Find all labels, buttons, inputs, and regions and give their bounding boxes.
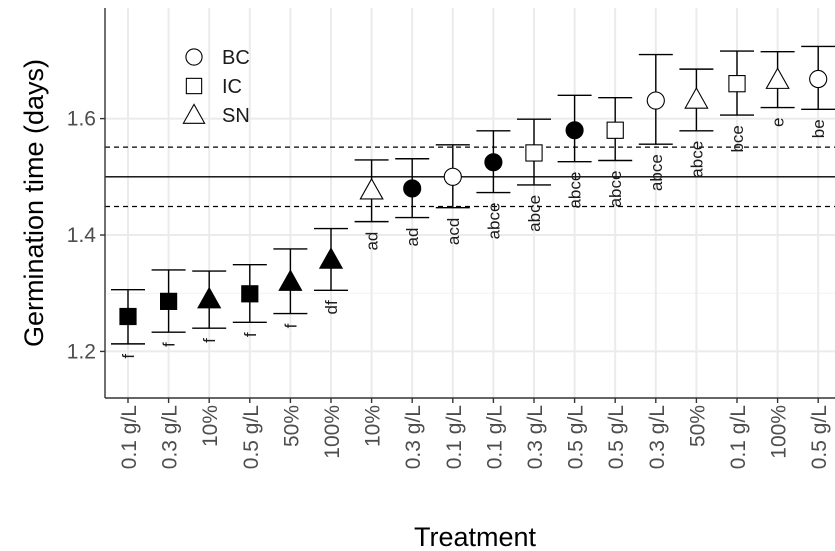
legend-label-bc: BC <box>222 47 250 69</box>
significance-letters: df <box>322 300 341 314</box>
legend-label-sn: SN <box>222 105 250 127</box>
data-point-sn <box>197 286 222 309</box>
x-tick-label: 0.3 g/L <box>524 405 547 469</box>
legend-key-ic <box>185 77 203 95</box>
x-tick-label: 0.3 g/L <box>159 405 182 469</box>
data-point-ic <box>241 285 259 303</box>
x-tick-label: 10% <box>362 405 385 447</box>
x-axis-ticks: 0.1 g/L 0.3 g/L 10% 0.5 g/L 50% 100% 10% 0.3 g/… <box>118 398 831 469</box>
x-tick-label: 0.5 g/L <box>605 405 628 469</box>
significance-letters: bce <box>728 125 747 152</box>
significance-letters: abce <box>566 172 585 209</box>
x-tick-label: 0.5 g/L <box>240 405 263 469</box>
data-point-bc <box>443 167 462 186</box>
significance-letters: abce <box>484 203 503 240</box>
y-axis-ticks: 1.2 1.4 1.6 <box>67 108 105 363</box>
x-axis-title: Treatment <box>414 522 537 551</box>
x-tick-label: 0.1 g/L <box>483 405 506 469</box>
data-point-bc <box>565 121 584 140</box>
y-tick-label: 1.2 <box>67 340 96 363</box>
data-point-sn <box>318 247 344 269</box>
x-tick-label: 10% <box>199 405 222 447</box>
data-point-ic <box>728 75 746 93</box>
x-tick-label: 50% <box>280 405 303 447</box>
significance-letters: e <box>769 118 788 127</box>
legend-key-sn <box>182 103 206 124</box>
y-axis-title: Germination time (days) <box>19 59 49 347</box>
significance-letters: abce <box>606 171 625 208</box>
y-tick-label: 1.4 <box>67 224 97 247</box>
data-point-ic <box>160 292 178 310</box>
x-tick-label: 0.1 g/L <box>443 405 466 469</box>
x-tick-label: 50% <box>686 405 709 447</box>
x-tick-label: 0.5 g/L <box>808 405 831 469</box>
significance-letters: f <box>200 338 219 343</box>
significance-letters: f <box>119 354 138 359</box>
significance-letters: ad <box>403 228 422 247</box>
significance-letters: abce <box>525 195 544 232</box>
x-tick-label: 0.1 g/L <box>118 405 141 469</box>
significance-letters: f <box>160 342 179 347</box>
x-tick-label: 0.5 g/L <box>565 405 588 469</box>
data-point-sn <box>359 177 384 200</box>
x-tick-label: 0.3 g/L <box>402 405 425 469</box>
data-point-sn <box>684 87 709 109</box>
data-point-ic <box>525 144 543 162</box>
data-points <box>119 67 828 326</box>
significance-letters: f <box>241 332 260 337</box>
data-point-bc <box>646 91 665 110</box>
data-point-bc <box>809 69 828 89</box>
data-point-sn <box>765 67 790 89</box>
significance-letters: be <box>809 119 828 138</box>
significance-letters: f <box>281 323 300 328</box>
x-tick-label: 100% <box>321 405 344 459</box>
data-point-bc <box>484 153 503 172</box>
significance-letters: ad <box>363 232 382 251</box>
data-point-ic <box>119 307 137 326</box>
data-point-bc <box>403 179 422 198</box>
significance-letters: abce <box>647 154 666 191</box>
error-bars <box>111 45 835 345</box>
significance-letters: abce <box>687 141 706 178</box>
legend-key-bc <box>185 48 203 66</box>
legend: BC IC SN <box>182 47 250 127</box>
data-point-ic <box>606 121 624 139</box>
y-tick-label: 1.6 <box>67 108 96 131</box>
group-letters: f f f f f df ad ad acd abce abce abce abce abce abce bc… <box>119 118 828 359</box>
x-tick-label: 100% <box>768 405 791 459</box>
significance-letters: acd <box>444 218 463 245</box>
data-point-sn <box>278 269 303 291</box>
reference-lines <box>105 146 835 208</box>
legend-label-ic: IC <box>222 76 242 98</box>
x-tick-label: 0.1 g/L <box>727 405 750 469</box>
x-tick-label: 0.3 g/L <box>646 405 669 469</box>
